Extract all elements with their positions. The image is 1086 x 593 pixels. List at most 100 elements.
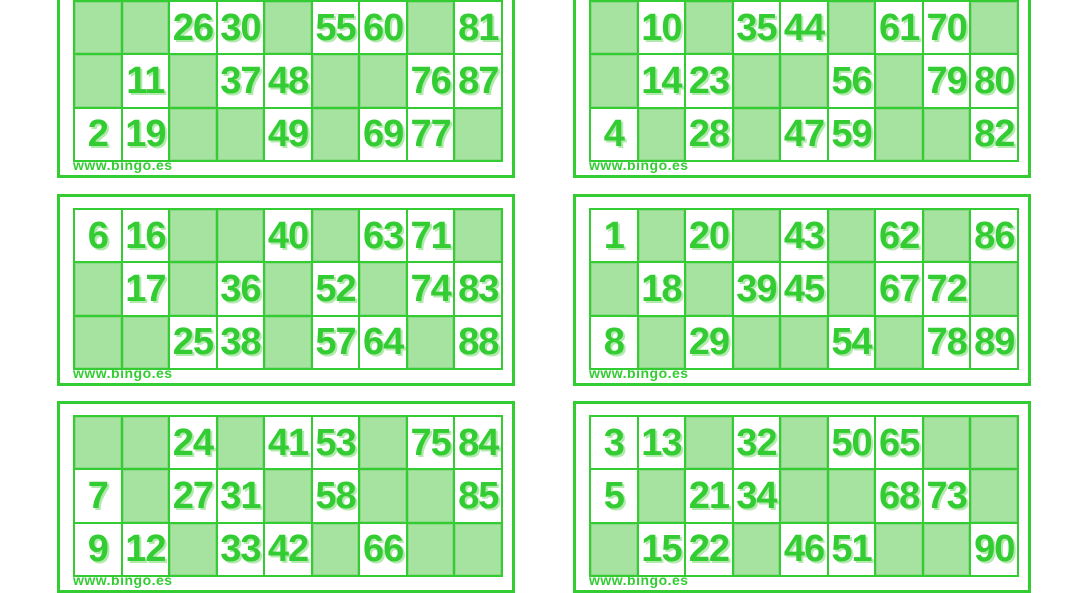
bingo-cell-blank xyxy=(75,55,121,107)
bingo-number: 27 xyxy=(172,474,214,517)
bingo-number: 35 xyxy=(736,6,777,49)
bingo-number: 70 xyxy=(926,6,968,49)
bingo-cell-number: 2 xyxy=(75,108,121,160)
bingo-cell-number: 78 xyxy=(923,316,970,368)
card-middle-left: 6 16 40 63 71 17 36 52 74 83 25 38 57 64 88 www.bingo.… xyxy=(57,194,515,386)
bingo-cell-number: 8 xyxy=(591,316,637,368)
bingo-grid: 26 30 55 60 81 11 37 48 76 87 2 19 49 69 77 xyxy=(73,0,503,162)
bingo-cell-blank xyxy=(312,55,359,107)
bingo-number: 58 xyxy=(315,474,356,517)
bingo-cell-blank xyxy=(407,470,454,522)
bingo-site-label: www.bingo.es xyxy=(73,157,173,173)
bingo-cell-blank xyxy=(971,417,1017,469)
bingo-cell-blank xyxy=(407,2,454,54)
bingo-cell-number: 72 xyxy=(923,263,970,315)
bingo-cell-number: 24 xyxy=(170,417,216,469)
bingo-cell-blank xyxy=(686,2,732,54)
bingo-number: 38 xyxy=(220,321,261,364)
bingo-cell-blank xyxy=(733,210,780,262)
bingo-cell-number: 79 xyxy=(923,55,970,107)
bingo-number: 7 xyxy=(87,474,109,517)
bingo-cell-blank xyxy=(360,55,406,107)
bingo-cell-blank xyxy=(733,108,780,160)
bingo-cell-blank xyxy=(217,108,264,160)
bingo-site-label: www.bingo.es xyxy=(73,572,173,588)
bingo-cell-number: 40 xyxy=(265,210,311,262)
bingo-number: 31 xyxy=(220,474,261,517)
bingo-number: 80 xyxy=(974,59,1015,102)
bingo-number: 44 xyxy=(783,6,825,49)
bingo-cell-blank xyxy=(170,210,216,262)
bingo-number: 78 xyxy=(926,321,968,364)
bingo-number: 32 xyxy=(736,421,777,464)
bingo-number: 28 xyxy=(688,113,730,156)
bingo-cell-blank xyxy=(122,2,169,54)
bingo-number: 16 xyxy=(125,214,166,257)
bingo-cell-blank xyxy=(781,55,827,107)
bingo-number: 2 xyxy=(87,113,109,156)
bingo-number: 81 xyxy=(458,6,499,49)
bingo-cell-blank xyxy=(638,316,685,368)
bingo-cell-blank xyxy=(781,470,827,522)
bingo-cell-blank xyxy=(781,417,827,469)
bingo-number: 10 xyxy=(641,6,682,49)
bingo-number: 69 xyxy=(362,113,404,156)
bingo-cell-number: 55 xyxy=(312,2,359,54)
bingo-cell-blank xyxy=(876,523,922,575)
bingo-cell-number: 37 xyxy=(217,55,264,107)
bingo-cell-blank xyxy=(971,2,1017,54)
bingo-site-label: www.bingo.es xyxy=(589,157,689,173)
bingo-cell-blank xyxy=(923,210,970,262)
bingo-cell-number: 69 xyxy=(360,108,406,160)
bingo-cell-number: 29 xyxy=(686,316,732,368)
bingo-cell-number: 22 xyxy=(686,523,732,575)
bingo-cell-number: 81 xyxy=(455,2,501,54)
bingo-number: 43 xyxy=(783,214,825,257)
bingo-number: 50 xyxy=(831,421,872,464)
bingo-cell-number: 5 xyxy=(591,470,637,522)
bingo-cell-blank xyxy=(876,55,922,107)
bingo-cell-number: 32 xyxy=(733,417,780,469)
bingo-cell-blank xyxy=(265,263,311,315)
bingo-number: 24 xyxy=(172,421,214,464)
bingo-cell-number: 31 xyxy=(217,470,264,522)
bingo-site-label: www.bingo.es xyxy=(589,365,689,381)
bingo-number: 18 xyxy=(641,267,682,310)
bingo-cell-blank xyxy=(407,523,454,575)
bingo-cell-number: 19 xyxy=(122,108,169,160)
bingo-cell-blank xyxy=(733,55,780,107)
bingo-number: 12 xyxy=(125,528,166,571)
bingo-number: 86 xyxy=(974,214,1015,257)
bingo-number: 73 xyxy=(926,474,968,517)
bingo-number: 29 xyxy=(688,321,730,364)
bingo-cell-blank xyxy=(455,210,501,262)
bingo-cell-number: 12 xyxy=(122,523,169,575)
bingo-number: 79 xyxy=(926,59,968,102)
bingo-cell-number: 49 xyxy=(265,108,311,160)
bingo-cell-number: 44 xyxy=(781,2,827,54)
bingo-cell-blank xyxy=(733,523,780,575)
bingo-number: 47 xyxy=(783,113,825,156)
bingo-cell-blank xyxy=(217,210,264,262)
bingo-number: 20 xyxy=(688,214,730,257)
bingo-cell-number: 39 xyxy=(733,263,780,315)
bingo-cell-blank xyxy=(75,417,121,469)
bingo-cell-blank xyxy=(923,108,970,160)
bingo-number: 22 xyxy=(688,528,730,571)
bingo-grid: 24 41 53 75 84 7 27 31 58 85 9 12 33 42 66 xyxy=(73,415,503,577)
bingo-number: 9 xyxy=(87,528,109,571)
bingo-cell-number: 6 xyxy=(75,210,121,262)
bingo-number: 67 xyxy=(878,267,920,310)
bingo-cell-number: 86 xyxy=(971,210,1017,262)
bingo-cell-number: 70 xyxy=(923,2,970,54)
bingo-number: 34 xyxy=(736,474,777,517)
bingo-site-label: www.bingo.es xyxy=(589,572,689,588)
bingo-cell-blank xyxy=(170,263,216,315)
bingo-cell-number: 35 xyxy=(733,2,780,54)
card-bottom-left: 24 41 53 75 84 7 27 31 58 85 9 12 33 42 66 www.bingo.e… xyxy=(57,401,515,593)
bingo-cell-number: 57 xyxy=(312,316,359,368)
bingo-cell-blank xyxy=(360,470,406,522)
card-middle-right: 1 20 43 62 86 18 39 45 67 72 8 29 54 78 89 www.bingo.e… xyxy=(573,194,1031,386)
bingo-cell-number: 46 xyxy=(781,523,827,575)
bingo-number: 52 xyxy=(315,267,356,310)
